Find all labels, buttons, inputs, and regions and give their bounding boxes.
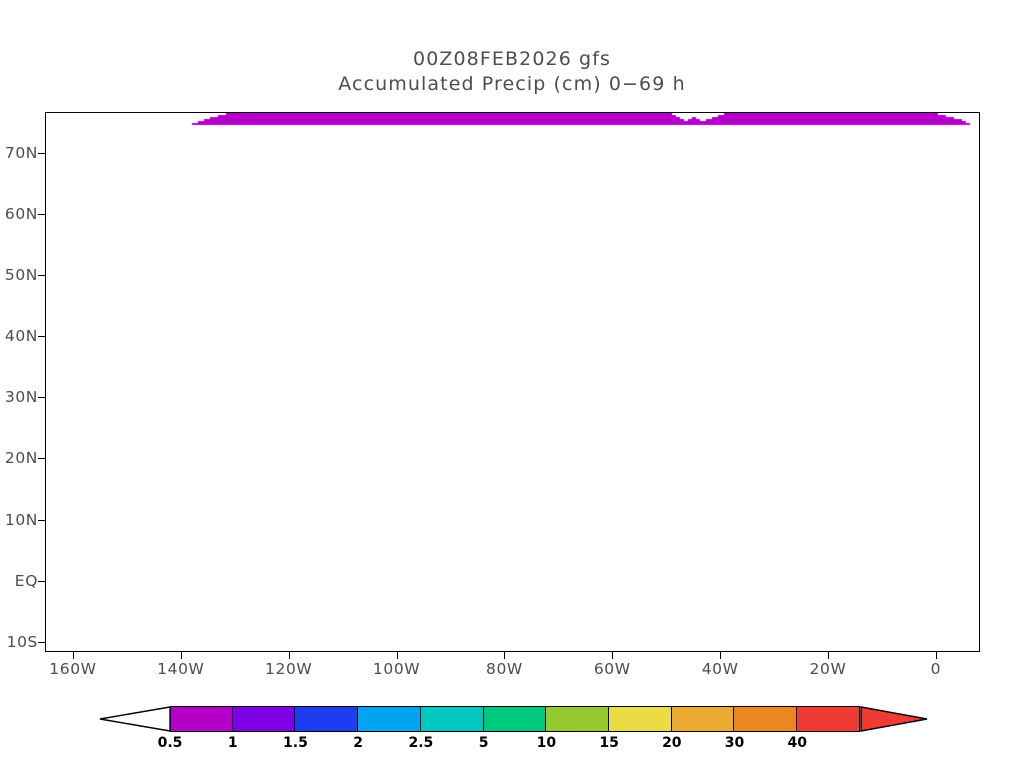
colorbar-segment [232, 706, 296, 732]
y-tick-label: 10N [4, 510, 38, 529]
y-tick-label: 10S [6, 632, 38, 651]
colorbar-segment [734, 706, 798, 732]
colorbar: 0.5 1 1.5 2 2.5 5 10 15 20 30 40 [0, 706, 1024, 762]
colorbar-tick-label: 10 [536, 735, 557, 751]
colorbar-under-arrow-icon [99, 706, 171, 732]
colorbar-segments [170, 706, 860, 732]
y-tick-mark [38, 580, 46, 582]
colorbar-segment [483, 706, 547, 732]
x-tick-mark [720, 652, 722, 659]
x-tick-mark [504, 652, 506, 659]
y-tick-mark [38, 458, 46, 460]
y-tick-mark [38, 336, 46, 338]
colorbar-tick-label: 5 [478, 735, 489, 751]
y-tick-mark [38, 152, 46, 154]
colorbar-tick-label: 0.5 [157, 735, 183, 751]
page-subtitle: Accumulated Precip (cm) 0−69 h [338, 73, 686, 95]
x-tick-label: 100W [372, 660, 421, 678]
x-tick-label: 120W [265, 660, 313, 678]
x-tick-mark [180, 652, 182, 659]
y-tick-mark [38, 519, 46, 521]
y-tick-label: 20N [4, 449, 38, 468]
colorbar-segment [420, 706, 484, 732]
x-tick-mark [935, 652, 937, 659]
colorbar-tick-label: 2.5 [408, 735, 434, 751]
colorbar-tick-label: 1 [227, 735, 238, 751]
y-tick-label: 30N [4, 388, 38, 407]
x-tick-label: 0 [930, 660, 942, 678]
colorbar-segment [609, 706, 672, 732]
x-tick-label: 60W [593, 660, 631, 678]
colorbar-over-arrow-icon [860, 706, 928, 732]
colorbar-tick-label: 30 [724, 735, 745, 751]
x-tick-mark [396, 652, 398, 659]
x-tick-label: 20W [809, 660, 847, 678]
y-tick-label: EQ [14, 571, 38, 590]
colorbar-segment [170, 706, 233, 732]
colorbar-tick-label: 40 [787, 735, 808, 751]
x-tick-mark [72, 652, 74, 659]
y-tick-mark [38, 641, 46, 643]
colorbar-tick-label: 20 [662, 735, 682, 751]
y-tick-label: 40N [4, 327, 38, 346]
x-tick-mark [827, 652, 829, 659]
y-tick-mark [38, 213, 46, 215]
precip-map-canvas [46, 113, 979, 651]
x-tick-label: 140W [157, 660, 205, 678]
map-plot-area [45, 112, 980, 652]
colorbar-segment [295, 706, 359, 732]
y-tick-label: 60N [4, 204, 38, 223]
y-tick-label: 50N [4, 266, 38, 284]
colorbar-segment [546, 706, 610, 732]
colorbar-tick-label: 15 [599, 735, 619, 751]
x-tick-mark [288, 652, 290, 659]
colorbar-tick-label: 1.5 [283, 735, 308, 751]
colorbar-segment [358, 706, 421, 732]
colorbar-tick-label: 2 [353, 735, 364, 751]
colorbar-segment [797, 706, 860, 732]
x-tick-label: 160W [49, 660, 97, 678]
x-tick-label: 40W [701, 660, 739, 678]
y-tick-mark [38, 275, 46, 276]
x-tick-label: 80W [485, 660, 523, 678]
x-tick-mark [612, 652, 614, 659]
page-title: 00Z08FEB2026 gfs [413, 48, 611, 70]
y-tick-mark [38, 397, 46, 399]
y-tick-label: 70N [4, 143, 38, 162]
colorbar-segment [671, 706, 735, 732]
